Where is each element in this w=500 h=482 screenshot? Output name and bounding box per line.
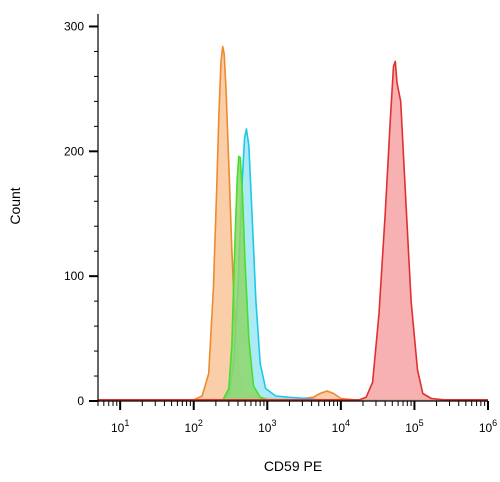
plot-area [98,45,488,402]
x-tick-label: 105 [405,418,423,435]
histogram-area-1 [98,46,488,401]
x-tick-label: 101 [111,418,129,435]
histogram-area-4 [98,61,488,402]
histogram-outline-2 [98,128,488,401]
x-tick-base: 10 [258,421,272,435]
x-tick-exponent: 3 [271,418,276,428]
x-tick-exponent: 4 [345,418,350,428]
x-tick-exponent: 6 [492,418,497,428]
y-tick-label: 300 [64,19,84,33]
x-axis-title: CD59 PE [264,458,322,474]
histogram-series-3 [98,155,488,401]
x-tick-label: 103 [258,418,276,435]
histogram-series-4 [98,60,488,402]
axes [97,14,488,402]
histogram-series-1 [98,45,488,401]
histogram-outline-4 [98,60,488,401]
x-tick-base: 10 [111,421,125,435]
x-tick-label: 106 [479,418,497,435]
histogram-series-2 [98,128,488,401]
histogram-outline-3 [98,155,488,401]
histogram-area-2 [98,128,488,401]
x-tick-base: 10 [185,421,199,435]
histogram-outline-1 [98,45,488,401]
y-ticks: 0 100 200 300 [64,19,98,408]
x-tick-exponent: 2 [198,418,203,428]
x-tick-label: 104 [332,418,350,435]
x-tick-base: 10 [332,421,346,435]
y-tick-label: 0 [77,394,84,408]
y-tick-label: 200 [64,144,84,158]
x-tick-exponent: 5 [419,418,424,428]
x-tick-label: 102 [185,418,203,435]
x-tick-base: 10 [479,421,493,435]
y-tick-label: 100 [64,269,84,283]
x-ticks: 101 102 103 104 105 106 [97,401,497,435]
histogram-area-3 [98,156,488,401]
x-tick-exponent: 1 [124,418,129,428]
y-axis-title: Count [7,187,23,224]
x-tick-base: 10 [405,421,419,435]
